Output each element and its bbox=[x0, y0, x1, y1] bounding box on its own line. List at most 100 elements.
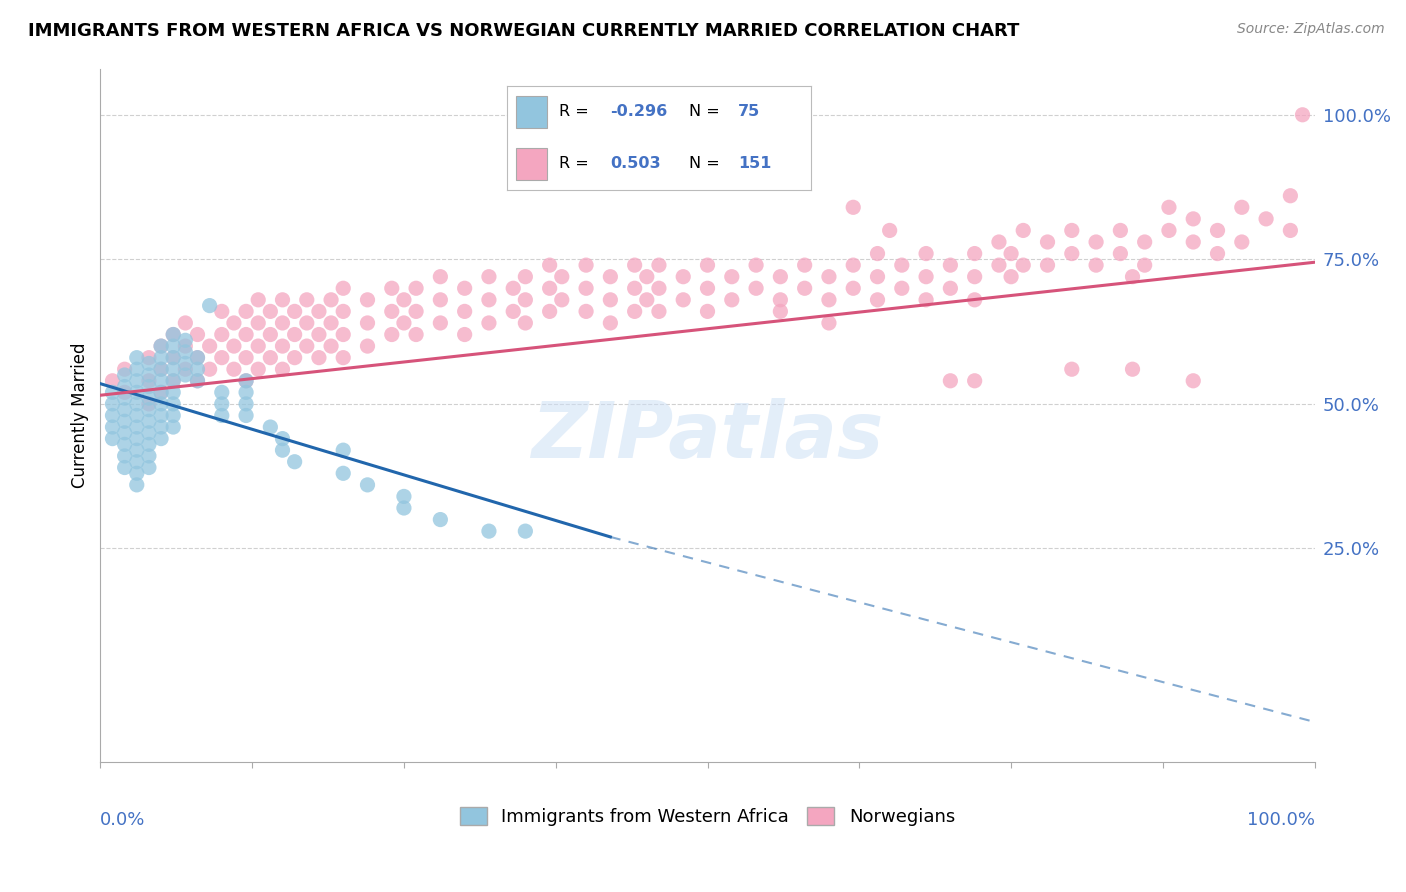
Point bbox=[575, 258, 598, 272]
Point bbox=[174, 368, 197, 382]
Point bbox=[478, 524, 501, 538]
Point bbox=[842, 258, 865, 272]
Point bbox=[271, 293, 294, 307]
Point bbox=[332, 443, 354, 458]
Point bbox=[138, 449, 160, 463]
Point bbox=[636, 269, 658, 284]
Point bbox=[1060, 223, 1083, 237]
Point bbox=[987, 258, 1010, 272]
Point bbox=[538, 258, 561, 272]
Point bbox=[247, 293, 270, 307]
Point bbox=[963, 246, 986, 260]
Point bbox=[247, 362, 270, 376]
Point bbox=[1085, 235, 1108, 249]
Point bbox=[623, 281, 645, 295]
Point bbox=[429, 512, 451, 526]
Point bbox=[939, 258, 962, 272]
Point bbox=[295, 316, 318, 330]
Point bbox=[101, 397, 124, 411]
Point bbox=[648, 281, 671, 295]
Point bbox=[114, 391, 136, 405]
Point bbox=[198, 362, 221, 376]
Point bbox=[745, 258, 768, 272]
Point bbox=[599, 293, 621, 307]
Point bbox=[150, 339, 173, 353]
Point bbox=[150, 409, 173, 423]
Point bbox=[114, 449, 136, 463]
Point bbox=[1085, 258, 1108, 272]
Point bbox=[915, 293, 938, 307]
Point bbox=[235, 351, 257, 365]
Point bbox=[793, 258, 815, 272]
Point bbox=[174, 356, 197, 370]
Point bbox=[150, 385, 173, 400]
Point bbox=[114, 414, 136, 428]
Point bbox=[1230, 200, 1253, 214]
Point bbox=[114, 385, 136, 400]
Point bbox=[1012, 223, 1035, 237]
Point bbox=[1291, 108, 1313, 122]
Point bbox=[1279, 223, 1302, 237]
Point bbox=[125, 409, 148, 423]
Point bbox=[162, 339, 184, 353]
Point bbox=[101, 420, 124, 434]
Point bbox=[319, 339, 342, 353]
Point bbox=[101, 374, 124, 388]
Point bbox=[150, 362, 173, 376]
Point bbox=[453, 281, 475, 295]
Y-axis label: Currently Married: Currently Married bbox=[72, 343, 89, 488]
Point bbox=[818, 316, 841, 330]
Point bbox=[915, 246, 938, 260]
Point bbox=[963, 374, 986, 388]
Point bbox=[1133, 235, 1156, 249]
Point bbox=[259, 351, 281, 365]
Point bbox=[429, 293, 451, 307]
Point bbox=[114, 460, 136, 475]
Point bbox=[575, 281, 598, 295]
Point bbox=[502, 281, 524, 295]
Point bbox=[623, 258, 645, 272]
Point bbox=[114, 437, 136, 451]
Point bbox=[125, 351, 148, 365]
Point bbox=[1182, 374, 1205, 388]
Point bbox=[392, 293, 415, 307]
Point bbox=[478, 293, 501, 307]
Point bbox=[842, 281, 865, 295]
Point bbox=[150, 385, 173, 400]
Point bbox=[222, 339, 245, 353]
Point bbox=[356, 316, 378, 330]
Point bbox=[150, 374, 173, 388]
Point bbox=[138, 414, 160, 428]
Point bbox=[890, 258, 912, 272]
Point bbox=[1279, 188, 1302, 202]
Point bbox=[284, 351, 307, 365]
Point bbox=[138, 368, 160, 382]
Point bbox=[392, 501, 415, 516]
Point bbox=[515, 524, 537, 538]
Point bbox=[138, 437, 160, 451]
Point bbox=[1109, 246, 1132, 260]
Point bbox=[769, 269, 792, 284]
Point bbox=[101, 432, 124, 446]
Text: 0.0%: 0.0% bbox=[100, 811, 146, 829]
Point bbox=[405, 281, 427, 295]
Point bbox=[138, 402, 160, 417]
Point bbox=[1000, 246, 1022, 260]
Point bbox=[284, 455, 307, 469]
Point bbox=[162, 327, 184, 342]
Point bbox=[125, 467, 148, 481]
Point bbox=[138, 379, 160, 393]
Point bbox=[162, 362, 184, 376]
Point bbox=[271, 339, 294, 353]
Point bbox=[1254, 211, 1277, 226]
Point bbox=[890, 281, 912, 295]
Point bbox=[138, 425, 160, 440]
Point bbox=[211, 385, 233, 400]
Point bbox=[295, 339, 318, 353]
Point bbox=[162, 374, 184, 388]
Point bbox=[1206, 246, 1229, 260]
Point bbox=[453, 327, 475, 342]
Point bbox=[162, 374, 184, 388]
Point bbox=[138, 351, 160, 365]
Point bbox=[138, 356, 160, 370]
